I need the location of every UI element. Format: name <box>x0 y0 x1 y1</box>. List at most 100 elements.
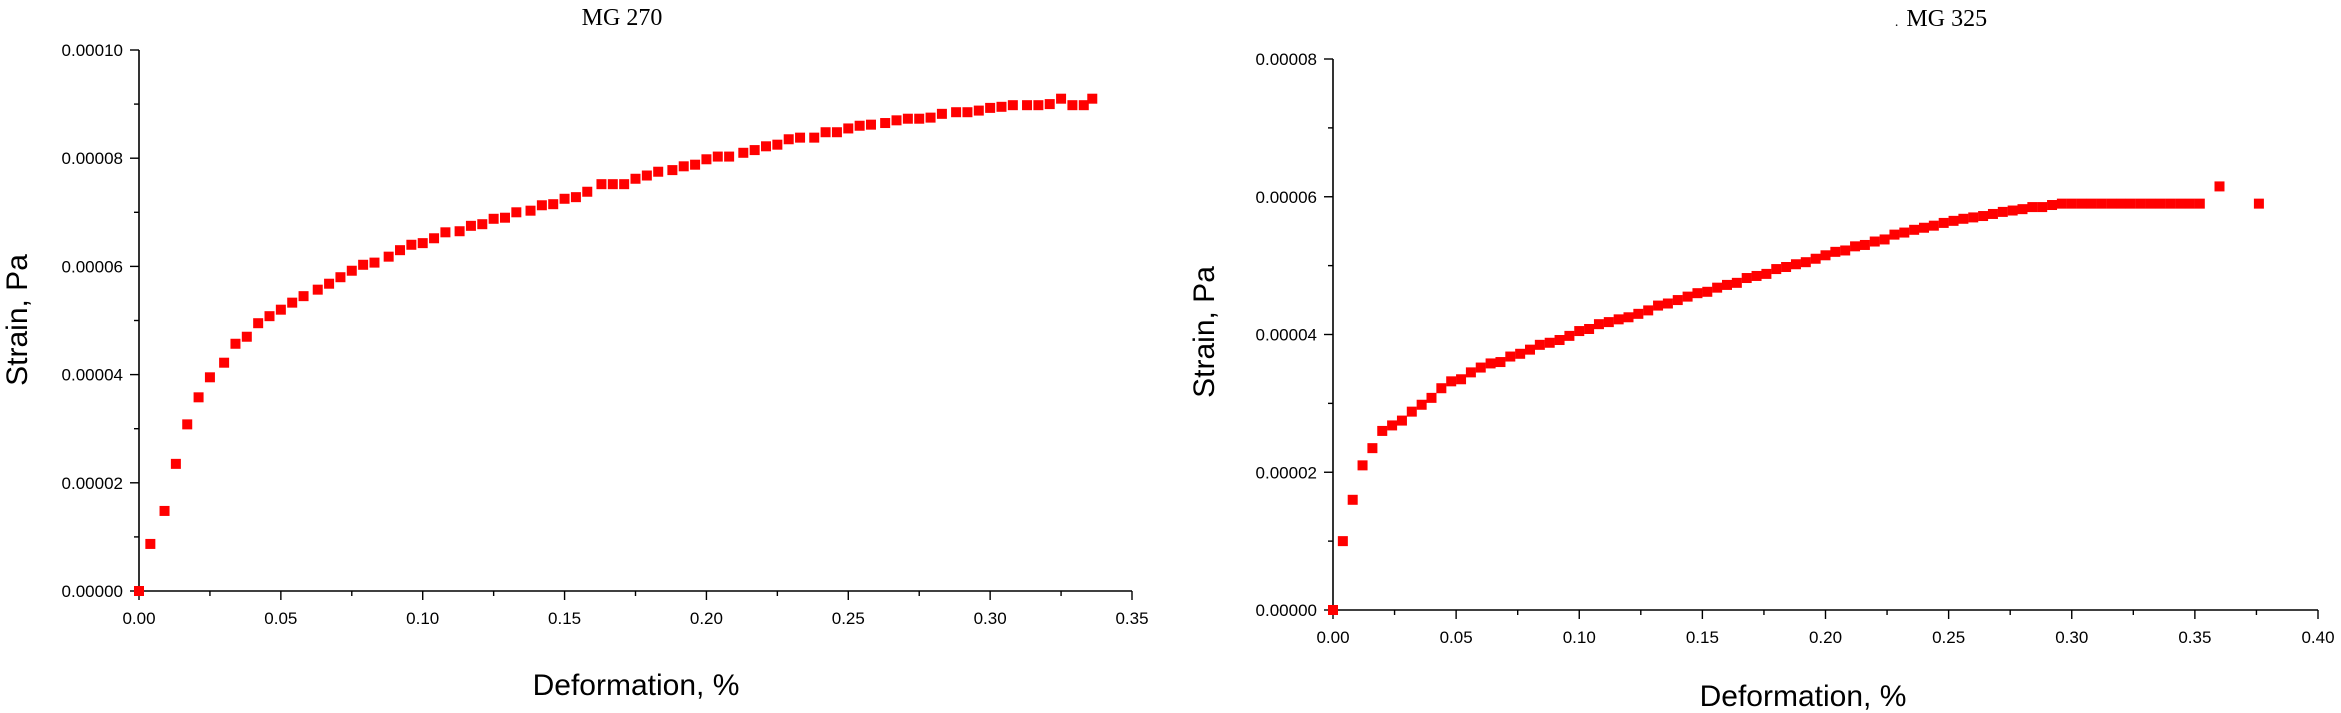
data-point <box>1534 339 1545 350</box>
data-point <box>596 179 607 190</box>
data-point <box>465 220 476 231</box>
ticks: 0.00 0.05 0.10 0.15 0.20 0.25 0.30 0.35 0.00000 0… <box>62 41 1149 628</box>
y-tick-label: 0.00002 <box>62 474 123 493</box>
data-point <box>2175 198 2186 209</box>
data-point <box>2017 204 2028 215</box>
data-point <box>1810 253 1821 264</box>
data-point <box>761 141 772 152</box>
data-point <box>641 170 652 181</box>
data-point <box>1869 236 1880 247</box>
data-point <box>2194 198 2205 209</box>
x-tick-label: 0.00 <box>122 609 155 628</box>
data-point <box>346 265 357 276</box>
chart-mg270: MG 270 0.00 0.05 0.10 0.15 0.20 0.25 0.30 0.350… <box>1 5 1149 702</box>
data-point <box>275 304 286 315</box>
data-points <box>134 93 1098 596</box>
x-tick-label: 0.20 <box>690 609 723 628</box>
data-point <box>1997 206 2008 217</box>
data-point <box>1702 286 1713 297</box>
data-point <box>1800 257 1811 268</box>
data-point <box>1022 100 1033 111</box>
data-point <box>1968 212 1979 223</box>
data-point <box>1672 295 1683 306</box>
data-point <box>1820 250 1831 261</box>
data-point <box>1909 224 1920 235</box>
y-axis-label: Strain, Pa <box>1 254 34 386</box>
data-point <box>2047 200 2058 211</box>
data-point <box>2096 198 2107 209</box>
data-point <box>1456 374 1467 385</box>
data-point <box>880 118 891 129</box>
data-point <box>1879 234 1890 245</box>
data-point <box>1584 323 1595 334</box>
data-point <box>973 105 984 116</box>
data-point <box>1377 425 1388 436</box>
data-point <box>1007 100 1018 111</box>
data-point <box>1938 217 1949 228</box>
data-point <box>312 284 323 295</box>
data-point <box>1087 93 1098 104</box>
data-point <box>1564 330 1575 341</box>
data-point <box>1623 312 1634 323</box>
x-tick-label: 0.20 <box>1809 628 1842 647</box>
data-point <box>1899 227 1910 238</box>
data-point <box>2086 198 2097 209</box>
data-point <box>891 115 902 126</box>
data-point <box>1613 314 1624 325</box>
data-point <box>170 458 181 469</box>
data-point <box>298 291 309 302</box>
data-point <box>335 272 346 283</box>
data-point <box>1426 392 1437 403</box>
data-point <box>1840 245 1851 256</box>
data-point <box>253 318 264 329</box>
data-point <box>2076 198 2087 209</box>
data-point <box>2007 205 2018 216</box>
chart-title-text: MG 325 <box>1906 6 1987 32</box>
data-point <box>1078 100 1089 111</box>
data-point <box>1781 262 1792 273</box>
data-point <box>1544 337 1555 348</box>
data-point <box>1515 348 1526 359</box>
data-point <box>1416 399 1427 410</box>
chart-title-prefix: . <box>1895 15 1899 30</box>
data-point <box>831 127 842 138</box>
data-point <box>1859 239 1870 250</box>
data-point <box>1889 229 1900 240</box>
data-point <box>1741 273 1752 284</box>
data-point <box>1771 264 1782 275</box>
data-point <box>1347 494 1358 505</box>
x-tick-label: 0.00 <box>1316 628 1349 647</box>
data-point <box>783 134 794 145</box>
data-point <box>570 192 581 203</box>
data-point <box>1033 100 1044 111</box>
data-point <box>1662 298 1673 309</box>
data-point <box>536 200 547 211</box>
x-tick-label: 0.25 <box>1932 628 1965 647</box>
data-point <box>1919 222 1929 233</box>
data-point <box>854 120 865 131</box>
data-point <box>241 331 252 342</box>
data-point <box>1633 308 1644 319</box>
data-point <box>1653 300 1664 311</box>
data-point <box>1751 270 1762 281</box>
data-point <box>865 119 876 130</box>
x-tick-label: 0.30 <box>974 609 1007 628</box>
y-tick-label: 0.00006 <box>1256 188 1317 207</box>
data-point <box>1446 376 1457 387</box>
data-point <box>607 179 618 190</box>
data-point <box>902 113 913 124</box>
data-point <box>159 505 170 516</box>
ticks: 0.00 0.05 0.10 0.15 0.20 0.25 0.30 0.35 0.40 0.00… <box>1256 50 2335 647</box>
data-point <box>1978 211 1989 222</box>
data-point <box>630 173 641 184</box>
y-tick-label: 0.00002 <box>1256 463 1317 482</box>
data-point <box>477 219 488 230</box>
data-point <box>653 166 664 177</box>
data-point <box>1387 420 1398 431</box>
data-point <box>820 127 831 138</box>
data-point <box>1712 282 1723 293</box>
data-point <box>724 151 735 162</box>
data-point <box>1525 344 1535 355</box>
x-tick-label: 0.05 <box>1440 628 1473 647</box>
data-point <box>1367 443 1378 454</box>
